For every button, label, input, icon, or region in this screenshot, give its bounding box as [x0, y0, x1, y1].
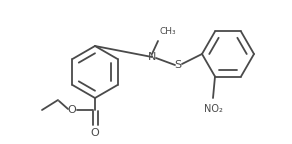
- Text: S: S: [174, 60, 182, 70]
- Text: O: O: [68, 105, 77, 115]
- Text: O: O: [91, 128, 99, 138]
- Text: N: N: [148, 52, 156, 62]
- Text: NO₂: NO₂: [204, 104, 223, 114]
- Text: CH₃: CH₃: [160, 27, 177, 36]
